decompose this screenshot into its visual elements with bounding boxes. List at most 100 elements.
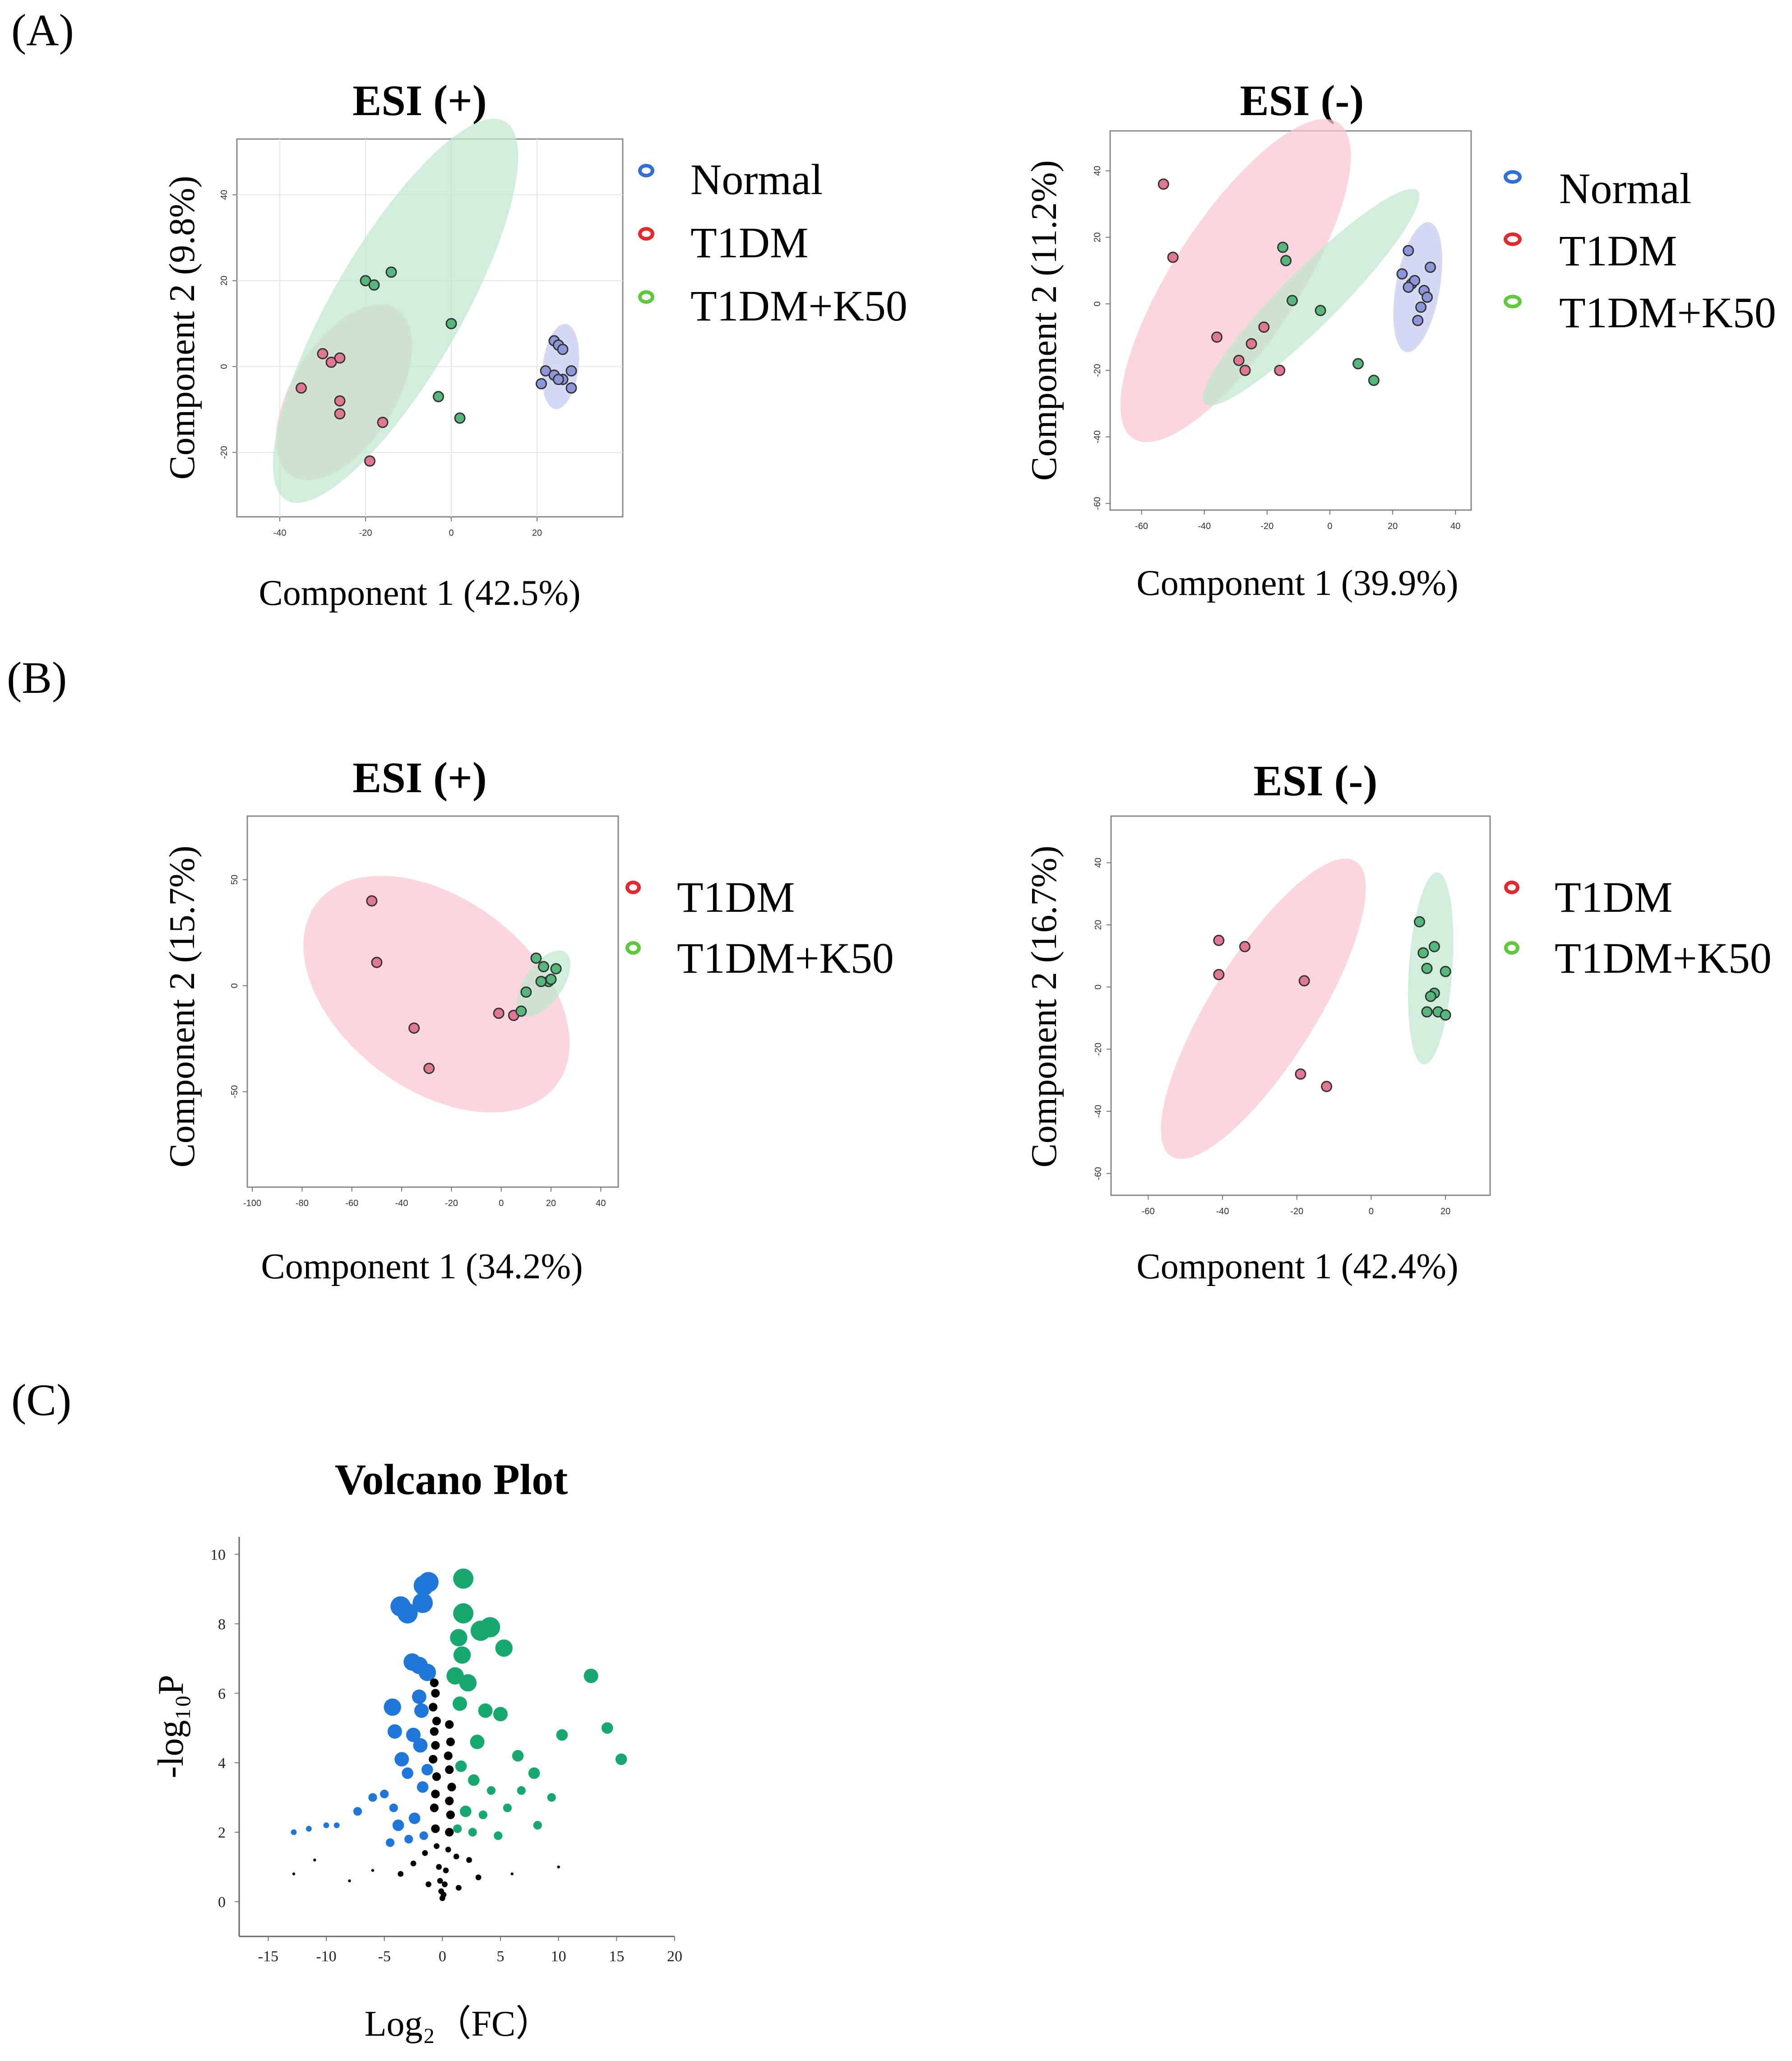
y-tick-label: -20 [219,446,229,459]
legend-label-k50: T1DM+K50 [1555,934,1772,982]
data-point-normal [1403,281,1414,293]
data-point-ns [313,1858,316,1861]
y-tick-label: -50 [230,1085,240,1098]
data-point-up [480,1617,500,1638]
x-tick-label: -20 [445,1198,458,1208]
x-tick-label: -10 [316,1948,336,1965]
data-point-ns [429,1755,438,1764]
y-axis-title: Component 2 (15.7%) [162,845,202,1167]
chart-title: ESI (-) [1254,757,1378,805]
data-point-t1dm [408,1022,420,1034]
data-point-down [387,1724,402,1739]
x-tick-label: -5 [378,1948,391,1965]
data-point-ns [445,1765,454,1774]
data-point-ns [446,1810,455,1820]
data-point-ns [444,1751,453,1760]
data-point-up [468,1828,477,1837]
data-point-up [468,1774,480,1786]
x-tick-label: 0 [1369,1207,1374,1216]
data-point-ns [429,1703,438,1712]
data-point-up [452,1696,467,1711]
legend-marker-t1dm [1504,881,1519,894]
legend-label-t1dm: T1DM [1559,227,1677,275]
data-point-down [418,1663,436,1681]
y-tick-label: 50 [230,875,240,885]
data-point-ns [442,1881,448,1887]
data-point-t1dm [1239,365,1251,376]
data-point-t1dm [334,352,346,364]
data-point-normal [1425,261,1436,273]
x-tick-label: 40 [1450,521,1460,531]
data-point-ns [437,1878,443,1884]
y-tick-label: 20 [219,276,229,286]
data-point-down [412,1690,426,1704]
data-point-t1dm-k50 [515,1005,527,1017]
data-point-t1dm [364,455,375,467]
data-point-t1dm-k50 [1428,941,1440,952]
data-point-ns [447,1782,456,1792]
data-point-t1dm-k50 [1440,966,1451,977]
data-point-down [333,1822,340,1829]
data-point-ns [430,1727,439,1736]
data-point-t1dm-k50 [535,975,547,987]
data-point-down [394,1752,409,1767]
x-tick-label: 0 [449,528,454,538]
y-tick-label: 0 [219,364,229,369]
data-point-ns [431,1741,440,1750]
data-point-down [412,1592,433,1613]
data-point-t1dm [1211,331,1223,343]
data-point-down [323,1822,329,1829]
y-tick-label: 0 [230,983,240,988]
data-point-t1dm-k50 [550,963,562,975]
x-tick-label: 20 [1440,1207,1450,1216]
data-point-down [406,1727,421,1742]
data-point-t1dm [1239,941,1250,952]
data-point-ns [426,1881,431,1887]
data-point-ns [430,1803,439,1812]
data-point-up [533,1821,542,1830]
data-point-ns [431,1789,440,1799]
data-point-up [493,1707,508,1722]
data-point-up [453,1568,474,1589]
data-point-up [450,1629,468,1647]
data-point-up [495,1639,513,1657]
data-point-normal [565,382,577,394]
data-point-up [503,1803,512,1812]
confidence-ellipse-t1dm-k50 [273,118,519,503]
data-point-normal [1412,315,1424,326]
x-tick-label: -20 [1260,521,1273,531]
data-point-t1dm [1246,338,1257,350]
data-point-t1dm-k50 [1440,1009,1451,1021]
data-point-ns [371,1869,375,1872]
data-point-t1dm [1213,969,1225,980]
legend-label-t1dm: T1DM [677,873,795,921]
data-point-ns [445,1847,451,1853]
data-point-down [408,1812,421,1824]
legend-marker-t1dm [625,881,641,894]
x-tick-label: -80 [296,1198,309,1208]
legend-marker-t1dm [638,227,654,241]
data-point-up [453,1646,471,1664]
data-point-ns [431,1689,440,1698]
data-point-t1dm [317,348,329,360]
chart-title: ESI (+) [352,76,486,125]
data-point-t1dm [296,382,307,394]
data-point-up [528,1767,540,1779]
data-point-t1dm-k50 [1277,241,1289,253]
y-axis-title: Component 2 (11.2%) [1024,160,1064,481]
y-tick-label: 10 [210,1546,226,1563]
confidence-ellipse-t1dm [303,876,570,1113]
y-tick-label: 40 [1093,858,1103,868]
data-point-down [392,1819,404,1831]
data-point-t1dm [366,895,378,907]
data-point-t1dm-k50 [1315,305,1326,316]
data-point-t1dm [423,1063,435,1074]
legend: Normal T1DM T1DM+K50 [638,155,908,330]
data-point-ns [439,1895,445,1901]
legend-marker-k50 [625,941,641,955]
data-point-up [478,1703,493,1718]
data-point-normal [1415,302,1427,313]
y-axis-title: -log₁₀P [151,1675,191,1778]
data-point-t1dm [1274,365,1286,376]
data-point-up [583,1668,598,1683]
